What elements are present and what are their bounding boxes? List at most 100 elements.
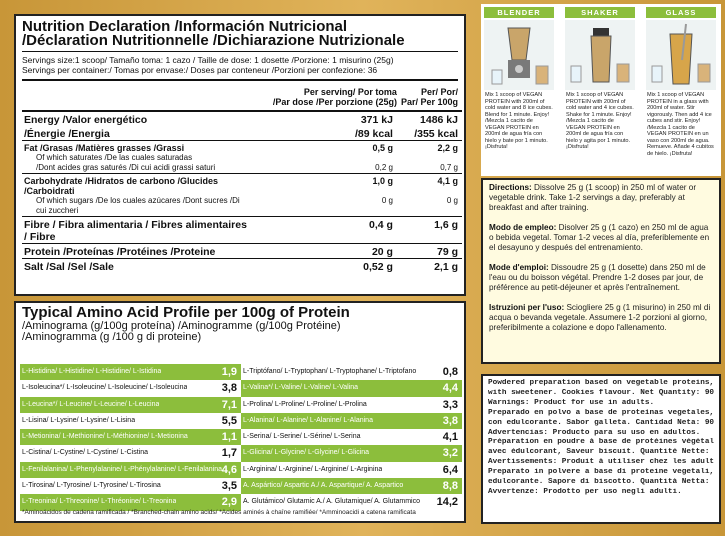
- nutrient-label: /Énergie /Energia: [24, 128, 110, 140]
- amino-value: 5,5: [221, 414, 237, 427]
- amino-cell: L-Cistina/ L-Cystine/ L-Cystine/ L-Cisti…: [20, 445, 241, 462]
- amino-cell: L-Treonina/ L-Threonine/ L-Thréonine/ L-…: [20, 494, 241, 511]
- serving-size: Servings size:1 scoop/ Tamaño toma: 1 ca…: [22, 55, 394, 65]
- amino-cell: L-Prolina/ L-Proline/ L-Proline/ L-Proli…: [241, 396, 462, 413]
- nutrition-row: Fat /Grasas /Matières grasses /Grassi 0,5…: [22, 141, 462, 153]
- amino-name: A. Aspártico/ Aspartic A./ A. Aspartique…: [243, 482, 404, 490]
- amino-cell: L-Lisina/ L-Lysine/ L-Lysine/ L-Lisina 5,…: [20, 412, 241, 430]
- amino-subtitle-2: /Aminogramma (g /100 g di proteine): [22, 331, 202, 343]
- amino-value: 4,6: [221, 463, 237, 476]
- amino-name: L-Cistina/ L-Cystine/ L-Cystine/ L-Cisti…: [22, 449, 149, 457]
- amino-title: Typical Amino Acid Profile per 100g of P…: [22, 304, 350, 321]
- amino-cell: L-Tirosina/ L-Tyrosine/ L-Tyrosine/ L-Ti…: [20, 478, 241, 495]
- per-serving-value: 371 kJ: [360, 114, 393, 126]
- directions-content: Directions: Dissolve 25 g (1 scoop) in 2…: [483, 180, 719, 362]
- nutrition-header-row: Per serving/ Por toma /Par dose /Per por…: [22, 81, 462, 111]
- amino-row: L-Treonina/ L-Threonine/ L-Thréonine/ L-…: [20, 494, 462, 511]
- nutrient-label: /Dont acides gras saturés /Di cui acidi …: [36, 163, 216, 172]
- per-100g-value: 0,7 g: [440, 163, 458, 172]
- description-line: edulcorante. Sapore di biscotto. Quantit…: [488, 478, 714, 487]
- amino-value: 4,1: [442, 431, 458, 444]
- divider: [22, 79, 458, 81]
- amino-name: L-Metionina/ L-Methionine/ L-Méthionine/…: [22, 433, 188, 441]
- amino-value: 14,2: [436, 496, 458, 509]
- per-100g-value: 2,1 g: [434, 261, 458, 273]
- amino-row: L-Lisina/ L-Lysine/ L-Lysine/ L-Lisina 5,…: [20, 412, 462, 430]
- direction-text: Dissolve 25 g (1 scoop) in 250 ml of wat…: [489, 183, 697, 212]
- prep-header: SHAKER: [565, 7, 635, 18]
- per-serving-value: 0,4 g: [369, 219, 393, 231]
- amino-name: L-Arginina/ L-Arginine/ L-Arginine/ L-Ar…: [243, 465, 383, 473]
- description-line: Warnings: Product for use in adults.: [488, 398, 655, 407]
- per-serving-value: 0,2 g: [375, 163, 393, 172]
- amino-row: L-Cistina/ L-Cystine/ L-Cystine/ L-Cisti…: [20, 445, 462, 462]
- prep-blender: BLENDER Mix 1 scoop of VEGAN PROTEIN wit…: [481, 4, 557, 176]
- amino-cell: L-Serina/ L-Serine/ L-Sérine/ L-Serina 4,…: [241, 429, 462, 446]
- nutrition-row: Fibre / Fibra alimentaria / Fibres alime…: [22, 217, 462, 244]
- nutrient-label: Salt /Sal /Sel /Sale: [24, 261, 114, 273]
- amino-name: L-Prolina/ L-Proline/ L-Proline/ L-Proli…: [243, 400, 367, 408]
- amino-value: 3,5: [221, 480, 237, 493]
- direction-paragraph: Modo de empleo: Disolver 25 g (1 cazo) e…: [489, 223, 713, 253]
- amino-cell: L-Valina*/ L-Valine/ L-Valine/ L-Valina 4…: [241, 380, 462, 397]
- amino-name: L-Lisina/ L-Lysine/ L-Lysine/ L-Lisina: [22, 416, 136, 424]
- nutrient-label: Carbohydrate /Hidratos de carbono /Gluci…: [24, 176, 219, 196]
- per-serving-header: Per serving/ Por toma /Par dose /Per por…: [272, 87, 397, 107]
- amino-value: 3,3: [442, 398, 458, 411]
- nutrient-label: Protein /Proteínas /Protéines /Proteine: [24, 246, 216, 258]
- per-100g-value: 79 g: [436, 246, 458, 258]
- divider: [22, 51, 458, 52]
- glass-illustration: [646, 20, 716, 90]
- amino-value: 8,8: [442, 480, 458, 493]
- amino-footnote: *Aminoácidos de cadena ramificada / *Bra…: [22, 509, 416, 516]
- amino-name: L-Tirosina/ L-Tyrosine/ L-Tyrosine/ L-Ti…: [22, 482, 161, 490]
- per-100g-value: 1,6 g: [434, 219, 458, 231]
- prep-header: BLENDER: [484, 7, 554, 18]
- amino-value: 3,2: [442, 447, 458, 460]
- direction-text: Disolver 25 g (1 cazo) en 250 ml de agua…: [489, 223, 710, 252]
- amino-row: L-Metionina/ L-Methionine/ L-Méthionine/…: [20, 429, 462, 446]
- nutrition-row: Energy /Valor energético 371 kJ 1486 kJ: [22, 112, 462, 126]
- blender-illustration: [484, 20, 554, 90]
- direction-label: Modo de empleo:: [489, 223, 557, 232]
- direction-paragraph: Mode d'emploi: Dissoudre 25 g (1 dosette…: [489, 263, 713, 293]
- prep-text: Mix 1 scoop of VEGAN PROTEIN with 200ml …: [485, 92, 553, 150]
- description-line: Advertencias: Producto para su uso en ad…: [488, 428, 701, 437]
- nutrition-row: Salt /Sal /Sel /Sale 0,52 g 2,1 g: [22, 259, 462, 273]
- amino-name: L-Valina*/ L-Valine/ L-Valine/ L-Valina: [243, 384, 359, 392]
- nutrition-row: Of which saturates /De las cuales satura…: [22, 153, 462, 163]
- amino-value: 7,1: [221, 398, 237, 411]
- amino-row: L-Leucina*/ L-Leucine/ L-Leucine/ L-Leuc…: [20, 396, 462, 413]
- description-line: with sweetener. Cookies flavour. Net Qua…: [488, 388, 714, 397]
- nutrition-row: Carbohydrate /Hidratos de carbono /Gluci…: [22, 174, 462, 196]
- amino-row: L-Tirosina/ L-Tyrosine/ L-Tyrosine/ L-Ti…: [20, 478, 462, 495]
- description-line: Préparation en poudre à base de protéine…: [488, 438, 714, 447]
- direction-paragraph: Istruzioni per l'uso: Sciogliere 25 g (1…: [489, 303, 713, 333]
- amino-name: L-Triptófano/ L-Tryptophan/ L-Tryptophan…: [243, 368, 417, 375]
- per-serving-value: 0,5 g: [372, 143, 393, 153]
- amino-cell: A. Aspártico/ Aspartic A./ A. Aspartique…: [241, 478, 462, 495]
- amino-value: 2,9: [221, 496, 237, 509]
- description-line: Avertissements: Produit à utiliser chez …: [488, 458, 714, 467]
- prep-text: Mix 1 scoop of VEGAN PROTEIN in a glass …: [647, 92, 714, 157]
- description-line: Avvertenze: Prodotto per uso negli adult…: [488, 487, 682, 496]
- amino-name: A. Glutámico/ Glutamic A./ A. Glutamique…: [243, 498, 421, 506]
- amino-value: 3,8: [221, 382, 237, 395]
- per-100g-value: 4,1 g: [437, 176, 458, 186]
- per-serving-value: 20 g: [371, 246, 393, 258]
- description-line: Powdered preparation based on vegetable …: [488, 379, 714, 387]
- amino-cell: L-Alanina/ L-Alanine/ L-Alanine/ L-Alani…: [241, 412, 462, 430]
- amino-cell: L-Triptófano/ L-Tryptophan/ L-Tryptophan…: [241, 364, 462, 381]
- nutrition-declaration-panel: Nutrition Declaration /Información Nutri…: [14, 14, 466, 296]
- per-serving-value: 0,52 g: [363, 261, 393, 273]
- preparation-panel: BLENDER Mix 1 scoop of VEGAN PROTEIN wit…: [481, 4, 721, 176]
- per-serving-value: [249, 153, 399, 163]
- per-serving-value: 0 g: [381, 196, 393, 205]
- description-line: Preparado en polvo a base de proteínas v…: [488, 408, 714, 417]
- per-100g-header: Per/ Por/ Par/ Per 100g: [400, 87, 458, 107]
- amino-name: L-Treonina/ L-Threonine/ L-Thréonine/ L-…: [22, 498, 177, 506]
- per-serving-value: 1,0 g: [372, 176, 393, 186]
- per-serving-value: /89 kcal: [355, 128, 393, 140]
- direction-text: Dissoudre 25 g (1 dosette) dans 250 ml d…: [489, 263, 706, 292]
- nutrient-label: Fibre / Fibra alimentaria / Fibres alime…: [24, 219, 247, 243]
